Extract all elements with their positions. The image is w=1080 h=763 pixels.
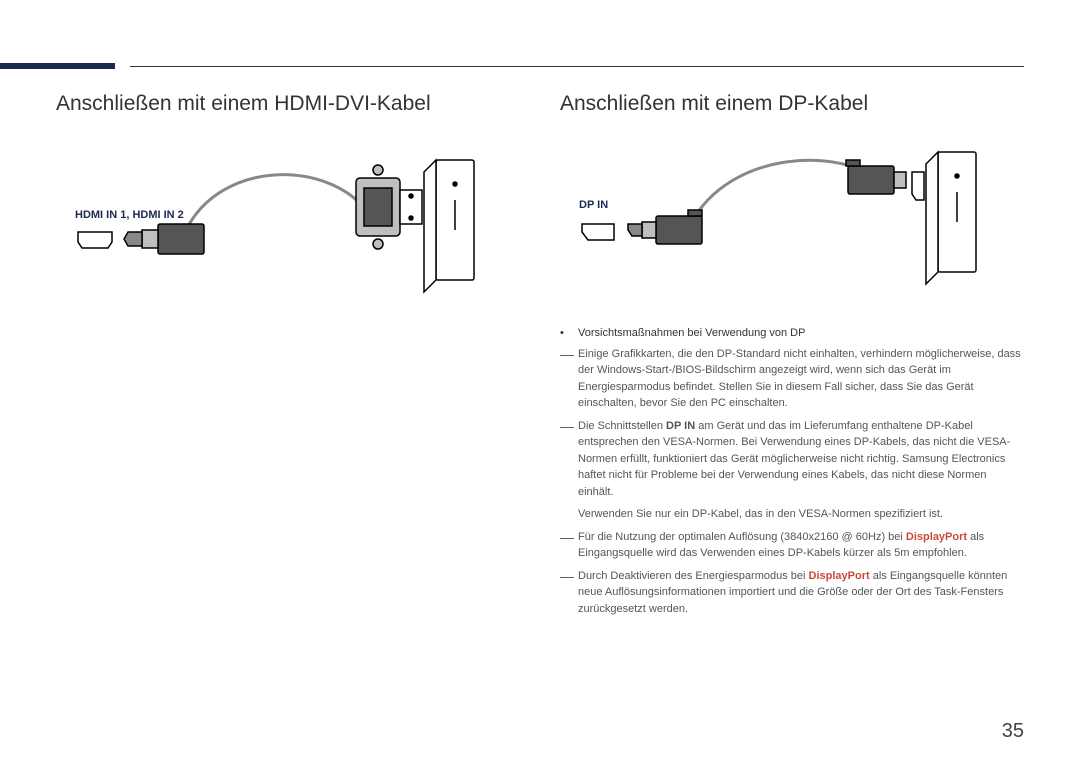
note-3-red: DisplayPort [906,531,967,543]
note-3-text: Für die Nutzung der optimalen Auflösung … [578,529,1024,562]
header-divider [130,66,1024,67]
note-2-pre: Die Schnittstellen [578,420,666,432]
note-2b: Verwenden Sie nur ein DP-Kabel, das in d… [578,506,1024,523]
dash-icon: ― [560,418,578,433]
note-4: ― Durch Deaktivieren des Energiesparmodu… [560,568,1024,618]
precaution-heading-row: • Vorsichtsmaßnahmen bei Verwendung von … [560,325,1024,342]
right-column: Anschließen mit einem DP-Kabel [560,92,1024,623]
note-4-pre: Durch Deaktivieren des Energiesparmodus … [578,570,809,582]
dp-diagram: DP IN [560,140,1010,300]
note-4-text: Durch Deaktivieren des Energiesparmodus … [578,568,1024,618]
hdmi-dvi-diagram: HDMI IN 1, HDMI IN 2 [56,140,476,310]
note-1: ― Einige Grafikkarten, die den DP-Standa… [560,346,1024,412]
dash-icon: ― [560,346,578,361]
note-2-text: Die Schnittstellen DP IN am Gerät und da… [578,418,1024,501]
dash-icon: ― [560,568,578,583]
note-3: ― Für die Nutzung der optimalen Auflösun… [560,529,1024,562]
header-accent-bar [0,63,115,69]
precaution-heading: Vorsichtsmaßnahmen bei Verwendung von DP [578,325,1024,342]
left-section-title: Anschließen mit einem HDMI-DVI-Kabel [56,92,520,116]
dp-port-label-svg: DP IN [579,199,608,211]
right-section-title: Anschließen mit einem DP-Kabel [560,92,1024,116]
note-3-pre: Für die Nutzung der optimalen Auflösung … [578,531,906,543]
note-2: ― Die Schnittstellen DP IN am Gerät und … [560,418,1024,501]
dash-icon: ― [560,529,578,544]
hdmi-port-label-svg: HDMI IN 1, HDMI IN 2 [75,209,184,221]
content-columns: Anschließen mit einem HDMI-DVI-Kabel [56,92,1024,623]
bullet-icon: • [560,325,578,342]
left-column: Anschließen mit einem HDMI-DVI-Kabel [56,92,520,623]
note-2-bold: DP IN [666,420,695,432]
page-number: 35 [1002,720,1024,743]
note-4-red: DisplayPort [809,570,870,582]
note-1-text: Einige Grafikkarten, die den DP-Standard… [578,346,1024,412]
